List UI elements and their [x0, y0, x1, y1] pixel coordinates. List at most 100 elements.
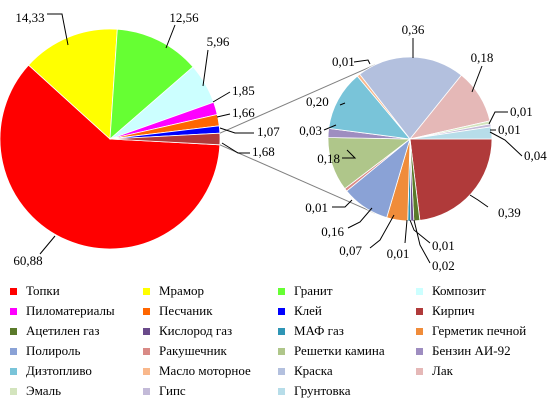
legend-swatch: [416, 307, 423, 315]
legend-label: Кирпич: [432, 303, 475, 318]
secondary-data-label-5: 0,16: [321, 224, 344, 239]
legend-item: Пиломатериалы: [10, 301, 115, 321]
legend-swatch: [416, 347, 423, 355]
legend-label: Решетки камина: [294, 343, 385, 358]
legend-swatch: [143, 287, 150, 295]
legend-label: Эмаль: [26, 383, 62, 398]
secondary-leader-2: [409, 219, 431, 244]
secondary-leader-7: [342, 149, 357, 159]
legend-label: Песчаник: [159, 303, 213, 318]
legend-swatch: [278, 347, 285, 355]
legend-swatch: [143, 367, 150, 375]
legend-swatch: [143, 307, 150, 315]
pie-of-pie-chart: 60,88 14,33 12,56 5,96 1,85 1,661,07 1,68 0,39…: [0, 10, 547, 273]
secondary-leader-4: [369, 214, 395, 249]
secondary-leader-1: [413, 219, 431, 264]
legend-item: Грунтовка: [278, 381, 351, 401]
legend-item: Кислород газ: [143, 321, 232, 341]
secondary-data-label-15: 0,04: [524, 148, 547, 163]
secondary-leader-0: [469, 194, 489, 208]
secondary-leader-15: [489, 131, 523, 157]
legend-item: Решетки камина: [278, 341, 385, 361]
legend-item: Бензин АИ-92: [416, 341, 511, 361]
chart-legend: Топки Мрамор Гранит Композит Пиломатериалы Пе…: [0, 279, 557, 420]
legend-swatch: [278, 327, 285, 335]
legend-item: Лак: [416, 361, 453, 381]
main-leader-4: [212, 91, 231, 103]
legend-item: Кирпич: [416, 301, 475, 321]
secondary-data-label-13: 0,01: [510, 104, 533, 119]
legend-label: Мрамор: [159, 283, 205, 298]
legend-label: Топки: [26, 283, 60, 298]
secondary-slice-11: [359, 56, 463, 140]
legend-item: Масло моторное: [143, 361, 251, 381]
secondary-data-label-8: 0,03: [299, 123, 322, 138]
legend-label: Ракушечник: [159, 343, 227, 358]
legend-item: Ацетилен газ: [10, 321, 99, 341]
legend-item: Краска: [278, 361, 333, 381]
main-leader-5: [216, 113, 231, 118]
legend-swatch: [143, 387, 150, 395]
secondary-data-label-4: 0,07: [339, 243, 362, 258]
secondary-leader-8: [323, 124, 337, 131]
legend-swatch: [10, 327, 17, 335]
legend-item: Композит: [416, 281, 486, 301]
secondary-pie: [327, 56, 493, 222]
legend-item: Гранит: [278, 281, 333, 301]
main-pie-data-labels: 60,88 14,33 12,56 5,96 1,85 1,661,07 1,68: [13, 10, 280, 268]
legend-item: Клей: [278, 301, 322, 321]
main-data-label-0: 60,88: [13, 253, 42, 268]
legend-swatch: [278, 367, 285, 375]
main-pie: [0, 28, 221, 250]
main-data-label-2: 12,56: [169, 10, 199, 25]
legend-item: Мрамор: [143, 281, 204, 301]
secondary-slice-0: [409, 138, 493, 221]
legend-label: Герметик печной: [432, 323, 527, 338]
connector-top-line: [219, 64, 376, 134]
legend-label: Ацетилен газ: [26, 323, 100, 338]
secondary-leader-6: [332, 199, 353, 208]
main-slice-1: [27, 28, 118, 140]
legend-item: Полироль: [10, 341, 80, 361]
legend-swatch: [278, 307, 285, 315]
legend-label: Клей: [294, 303, 322, 318]
secondary-data-label-9: 0,20: [306, 94, 329, 109]
main-leader-2: [165, 24, 176, 49]
main-data-label-3: 5,96: [207, 34, 230, 49]
secondary-data-label-7: 0,18: [317, 151, 340, 166]
legend-item: Дизтопливо: [10, 361, 92, 381]
legend-item: Топки: [10, 281, 60, 301]
secondary-data-label-3: 0,01: [387, 246, 410, 261]
legend-label: Лак: [432, 363, 453, 378]
legend-swatch: [278, 387, 285, 395]
secondary-data-label-10: 0,01: [332, 54, 355, 69]
secondary-leader-10: [353, 59, 371, 65]
legend-item: Герметик печной: [416, 321, 526, 341]
secondary-pie-data-labels: 0,39 0,02 0,01 0,01 0,07 0,16 0,01 0,18 0,03 0,20…: [299, 22, 547, 273]
legend-swatch: [278, 287, 285, 295]
legend-swatch: [10, 367, 17, 375]
secondary-leader-9: [339, 102, 346, 106]
legend-item: Песчаник: [143, 301, 213, 321]
legend-swatch: [10, 287, 17, 295]
legend-swatch: [10, 387, 17, 395]
secondary-leader-5: [347, 207, 373, 229]
legend-label: Грунтовка: [294, 383, 351, 398]
legend-label: Масло моторное: [159, 363, 251, 378]
legend-label: Бензин АИ-92: [432, 343, 511, 358]
legend-swatch: [143, 327, 150, 335]
legend-label: Пиломатериалы: [26, 303, 115, 318]
main-data-label-5: 1,66: [232, 105, 255, 120]
main-data-label-1: 14,33: [15, 10, 44, 25]
main-leader-1: [47, 13, 69, 46]
legend-label: Композит: [432, 283, 486, 298]
main-slice-0: [0, 64, 221, 250]
main-leader-6: [219, 127, 254, 134]
main-data-label-6: 1,07: [257, 124, 280, 139]
secondary-data-label-14: 0,01: [498, 122, 521, 137]
legend-label: Кислород газ: [159, 323, 233, 338]
main-data-label-4: 1,85: [232, 83, 255, 98]
legend-swatch: [10, 307, 17, 315]
secondary-data-label-1: 0,02: [432, 258, 455, 273]
